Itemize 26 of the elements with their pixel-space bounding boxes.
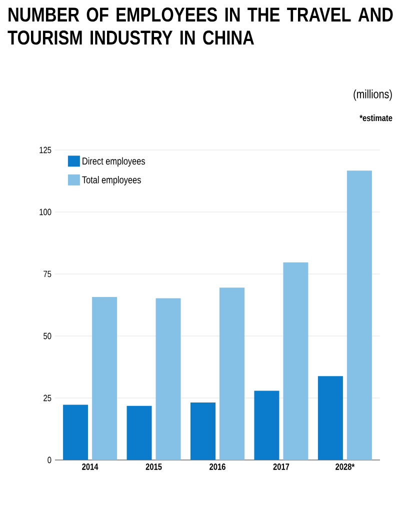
bar (92, 297, 118, 460)
x-tick-label: 2017 (273, 464, 290, 470)
bar (156, 298, 181, 460)
chart-title: NUMBER OF EMPLOYEES IN THE TRAVEL AND TOURISM INDUSTRY IN CHINA (8, 8, 393, 45)
x-tick-label: 2016 (210, 464, 226, 470)
bar (126, 406, 152, 460)
bar (346, 170, 372, 460)
y-axis-title: (millions) (354, 90, 392, 101)
y-tick-label: 75 (44, 270, 52, 278)
y-tick-label: 25 (44, 394, 52, 402)
text: *estimate (360, 114, 392, 122)
bar (318, 376, 343, 460)
y-tick-label: 0 (48, 456, 52, 464)
x-tick-label: 2014 (82, 464, 98, 470)
bar (219, 288, 244, 460)
x-tick-label: 2015 (146, 464, 162, 470)
bar (283, 262, 308, 460)
bar (190, 402, 216, 460)
bar (63, 404, 88, 460)
y-tick-label: 100 (40, 208, 52, 216)
y-tick-label: 50 (44, 332, 52, 340)
legend-label: Total employees (82, 176, 141, 186)
x-tick-label: 2028* (336, 464, 355, 470)
bar (254, 390, 280, 460)
legend-label: Direct employees (82, 157, 145, 167)
y-tick-label: 125 (40, 146, 52, 154)
